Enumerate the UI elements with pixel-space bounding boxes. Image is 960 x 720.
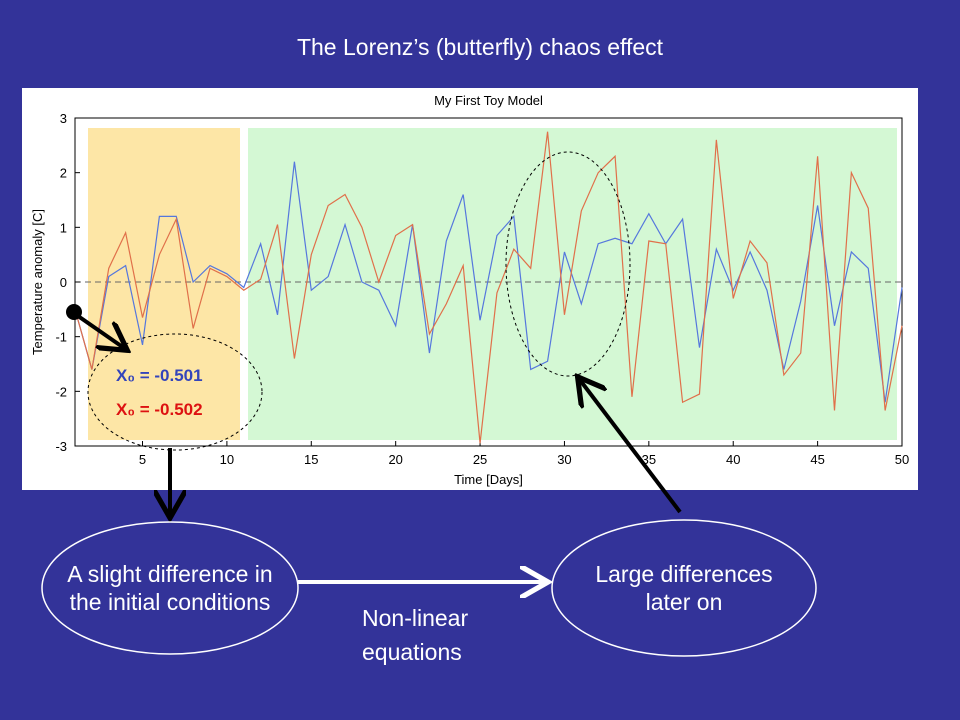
y-tick-label: 2 [60, 166, 67, 181]
y-tick-label: -2 [55, 384, 67, 399]
arrow-label: equations [362, 639, 462, 665]
divergence-ellipse [505, 151, 631, 377]
y-tick-label: 1 [60, 220, 67, 235]
later-region [248, 128, 897, 440]
initial-ellipse [87, 333, 263, 451]
arrow-label: Non-linear [362, 605, 468, 631]
series-line [74, 161, 903, 403]
y-tick-label: 3 [60, 111, 67, 126]
x-tick-label: 40 [726, 452, 740, 467]
chart-title: My First Toy Model [434, 93, 543, 108]
bubble-text: later on [646, 589, 723, 615]
y-tick-label: -3 [55, 439, 67, 454]
x-axis-label: Time [Days] [454, 472, 523, 487]
slide-title: The Lorenz’s (butterfly) chaos effect [297, 34, 664, 60]
arrow [76, 314, 124, 348]
x-tick-label: 30 [557, 452, 571, 467]
bubble [551, 519, 817, 657]
bubble-text: A slight difference in [67, 561, 272, 587]
bubble-text: Large differences [595, 561, 772, 587]
y-tick-label: -1 [55, 330, 67, 345]
arrow [580, 380, 682, 514]
x-tick-label: 50 [895, 452, 909, 467]
y-tick-label: 0 [60, 275, 67, 290]
x-tick-label: 20 [388, 452, 402, 467]
legend-entry: X₀ = -0.501 [116, 366, 203, 385]
x-tick-label: 10 [220, 452, 234, 467]
series-line [74, 131, 903, 444]
bubble-text: the initial conditions [70, 589, 271, 615]
x-tick-label: 15 [304, 452, 318, 467]
y-axis-label: Temperature anomaly [C] [30, 209, 45, 355]
x-tick-label: 45 [810, 452, 824, 467]
x-tick-label: 5 [139, 452, 146, 467]
x-tick-label: 25 [473, 452, 487, 467]
bubble [41, 521, 299, 655]
legend-entry: X₀ = -0.502 [116, 400, 203, 419]
initial-region [88, 128, 240, 440]
